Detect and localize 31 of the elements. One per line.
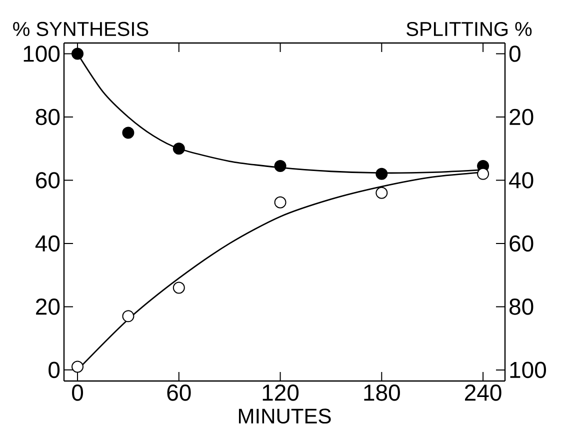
y-tick-label: 40	[35, 235, 60, 252]
point	[172, 142, 185, 155]
x-axis-title: MINUTES	[238, 408, 331, 424]
x-tick-label: 120	[262, 384, 299, 401]
y2-tick-label: 100	[510, 362, 546, 378]
point	[72, 48, 84, 60]
y2-tick-label: 40	[509, 172, 534, 188]
point	[72, 360, 84, 373]
point	[477, 168, 490, 180]
point	[122, 310, 134, 322]
y-tick-label: 100	[24, 46, 60, 62]
x-tick-label: 0	[72, 384, 84, 401]
y-tick-label: 80	[36, 108, 60, 126]
y-tick-label: 20	[36, 298, 60, 315]
point	[376, 186, 388, 199]
point	[376, 168, 388, 180]
y-axis-title: % SYNTHESIS	[13, 22, 148, 36]
x-tick-label: 240	[465, 384, 502, 401]
y2-tick-label: 80	[510, 298, 534, 315]
point	[274, 196, 286, 208]
point	[122, 126, 134, 139]
y-tick-label: 60	[36, 172, 60, 188]
y2-axis-title: SPLITTING %	[406, 22, 532, 36]
point	[172, 282, 185, 294]
point	[274, 160, 286, 172]
x-tick-label: 180	[364, 384, 400, 401]
y2-tick-label: 20	[510, 108, 534, 126]
y2-tick-label: 60	[510, 235, 534, 252]
y2-tick-label: 0	[509, 46, 520, 62]
x-tick-label: 60	[167, 384, 191, 401]
y-tick-label: 0	[48, 362, 60, 378]
